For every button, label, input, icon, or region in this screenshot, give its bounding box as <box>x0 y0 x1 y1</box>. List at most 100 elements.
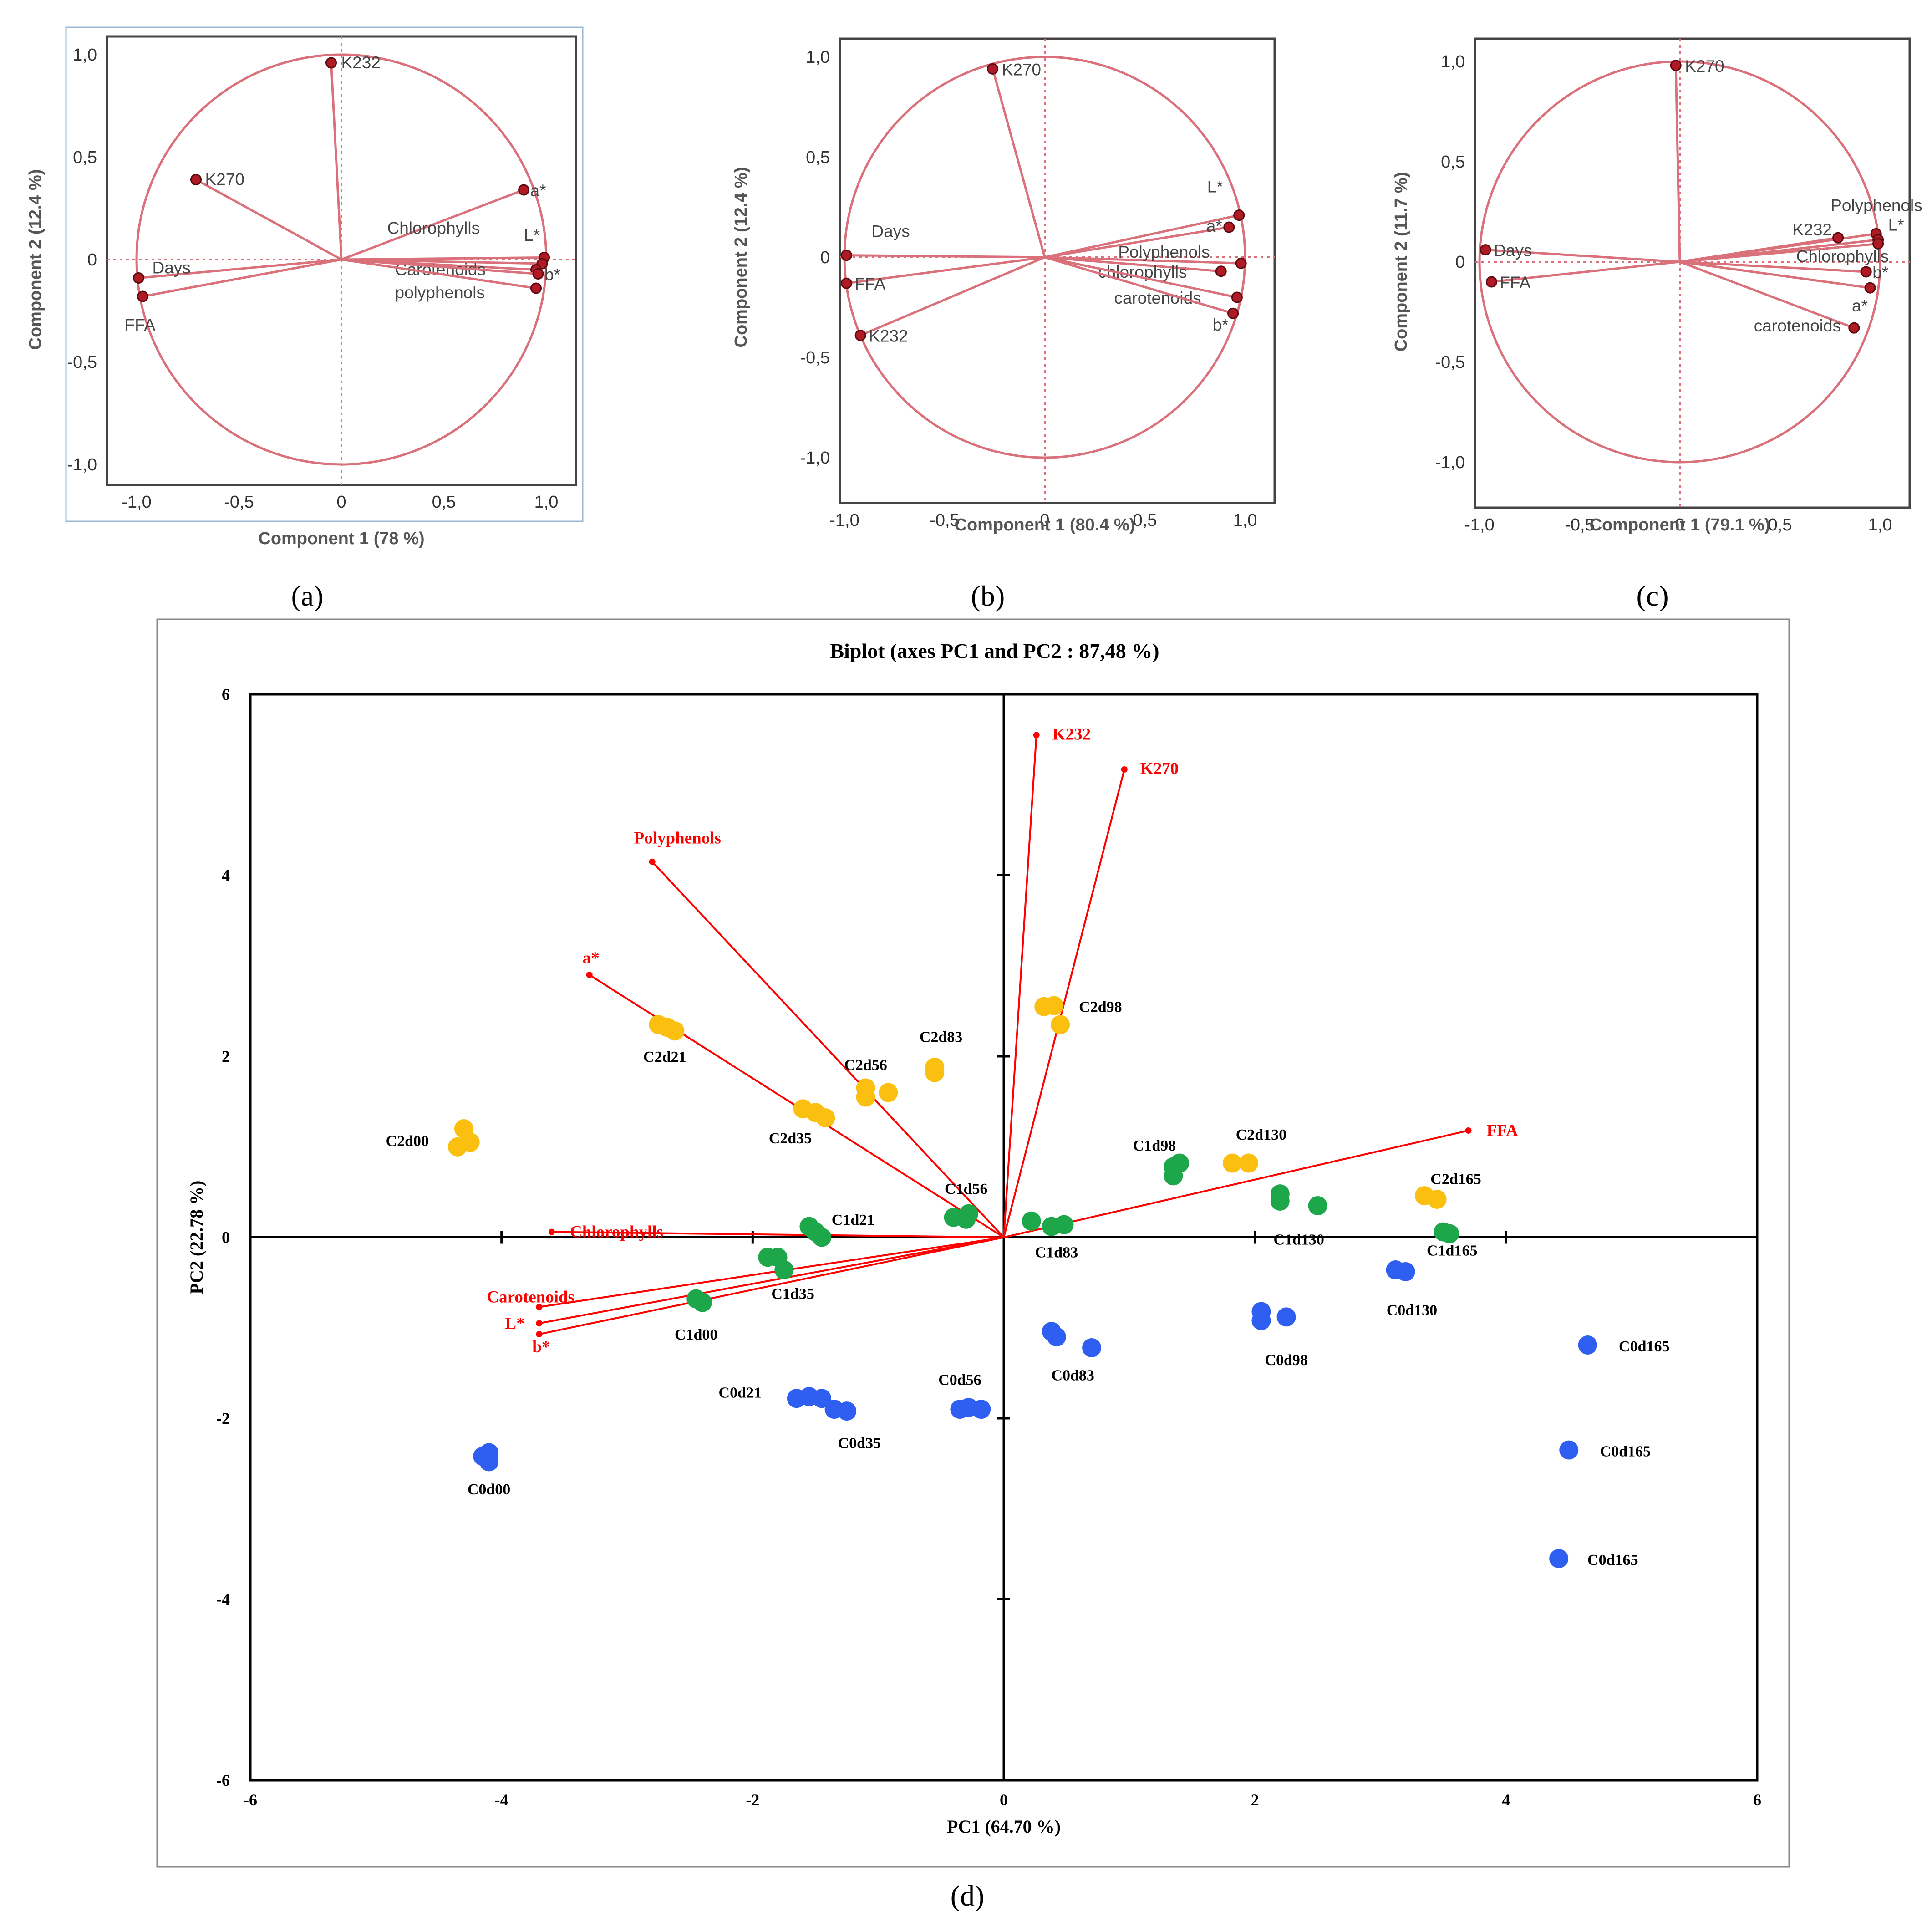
loading-line-carotenoids <box>1044 256 1237 299</box>
panel-d: Biplot (axes PC1 and PC2 : 87,48 %) -6 -4 -… <box>156 618 1790 1868</box>
variable-label-polyphenols: Polyphenols <box>1830 196 1922 214</box>
x-tick-label: -1,0 <box>122 493 151 512</box>
loading-point-days <box>1480 244 1491 256</box>
variable-label-days: Days <box>871 222 910 241</box>
observation-label: C2d83 <box>920 1029 962 1045</box>
observation-point-c2 <box>1051 1015 1070 1034</box>
observation-label: C0d35 <box>838 1435 881 1452</box>
observation-point-c2 <box>448 1137 468 1157</box>
variable-label-k232: K232 <box>341 53 381 72</box>
loading-point-polyphenols <box>530 282 542 294</box>
x-tick-label: -4 <box>495 1791 508 1809</box>
observation-point-c2 <box>665 1021 685 1041</box>
variable-label-a: a* <box>1852 296 1868 315</box>
panel-a: -1,0 -0,5 0 0,5 1,0 1,0 0,5 0 -0,5 -1,0 Component … <box>26 26 584 548</box>
vector-label-l: L* <box>505 1314 524 1333</box>
loading-line-ffa <box>142 258 342 298</box>
y-tick-label: 0 <box>1455 253 1465 272</box>
variable-label-chlorophylls: Chlorophylls <box>1796 247 1889 265</box>
y-axis-label: PC2 (22.78 %) <box>186 1181 207 1294</box>
vector-b <box>539 1236 1004 1335</box>
x-tick-label: 1,0 <box>1868 515 1892 535</box>
y-tick-label: 6 <box>222 685 230 703</box>
vector-tip-ffa <box>1465 1127 1472 1134</box>
observation-point-c0 <box>1047 1327 1066 1347</box>
loading-line-k232 <box>860 256 1045 336</box>
observation-point-c1 <box>1022 1211 1041 1231</box>
y-tick-label: 0 <box>820 248 830 267</box>
x-tick-label: 0,5 <box>1133 511 1157 530</box>
loading-point-a <box>1864 282 1876 294</box>
x-axis-label: Component 1 (78 %) <box>258 529 424 548</box>
vector-k232 <box>1003 735 1037 1238</box>
observation-point-c1 <box>1164 1166 1183 1186</box>
x-tick-label: 1,0 <box>1233 511 1257 530</box>
variable-label-carotenoids: carotenoids <box>1754 316 1841 335</box>
selection-frame <box>65 26 584 522</box>
y-tick-label: 1,0 <box>806 48 830 67</box>
variable-label-a: a* <box>530 181 546 200</box>
loading-point-k232 <box>854 330 866 341</box>
x-tick-label: 0 <box>1675 515 1684 535</box>
observation-label: C1d83 <box>1035 1244 1078 1261</box>
observation-label: C2d165 <box>1430 1171 1481 1187</box>
observation-point-c0 <box>1559 1440 1579 1460</box>
vector-label-chlorophylls: Chlorophylls <box>570 1223 663 1242</box>
y-tick-label: 0 <box>222 1228 230 1247</box>
x-tick-label: -1,0 <box>829 511 859 530</box>
panel-letter-a: (a) <box>291 580 323 612</box>
observation-point-c2 <box>856 1087 875 1107</box>
variable-label-k270: K270 <box>205 170 244 189</box>
loading-point-polyphenols <box>1235 257 1247 269</box>
variable-label-polyphenols: polyphenols <box>395 283 485 302</box>
x-tick-label: -2 <box>746 1791 759 1809</box>
vector-k270 <box>1003 769 1125 1238</box>
panel-b: -1,0 -0,5 0 0,5 1,0 1,0 0,5 0 -0,5 -1,0 Component … <box>732 37 1276 535</box>
observation-label: C2d00 <box>386 1133 429 1150</box>
vector-chlorophylls <box>551 1231 1004 1238</box>
loading-point-b <box>1227 307 1239 319</box>
observation-point-c2 <box>1427 1190 1447 1209</box>
observation-point-c2 <box>925 1063 945 1082</box>
observation-point-c0 <box>1276 1307 1296 1327</box>
variable-label-l: L* <box>1207 178 1223 196</box>
vector-tip-l <box>536 1320 543 1327</box>
vector-polyphenols <box>651 861 1005 1238</box>
variable-label-chlorophylls: Chlorophylls <box>387 219 480 238</box>
y-tick-label: 0,5 <box>806 148 830 167</box>
plot-frame <box>1474 37 1911 509</box>
loading-point-carotenoids <box>1848 322 1860 334</box>
loading-point-b <box>532 268 544 280</box>
x-tick-label: -6 <box>244 1791 257 1809</box>
vector-tip-chlorophylls <box>549 1228 555 1235</box>
observation-label: C2d35 <box>769 1130 812 1147</box>
loading-line-l <box>1044 214 1240 259</box>
observation-label: C1d00 <box>675 1326 717 1343</box>
vector-label-a: a* <box>583 949 600 968</box>
vector-label-carotenoids: Carotenoids <box>487 1288 575 1307</box>
loading-line-k232 <box>1679 236 1838 263</box>
panel-letter-c: (c) <box>1636 580 1668 612</box>
variable-label-l: L* <box>524 226 540 245</box>
loading-line-ffa <box>1491 260 1680 283</box>
observation-label: C0d98 <box>1265 1352 1307 1369</box>
x-tick-label: -0,5 <box>224 493 254 512</box>
loading-line-ffa <box>846 256 1045 285</box>
observation-label: C0d56 <box>938 1372 981 1389</box>
observation-label: C1d98 <box>1133 1137 1176 1154</box>
observation-label: C0d165 <box>1600 1443 1651 1460</box>
x-tick-label: 4 <box>1502 1791 1510 1809</box>
observation-label: C1d165 <box>1427 1242 1477 1259</box>
loading-line-k270 <box>195 178 342 261</box>
observation-point-c0 <box>1549 1549 1569 1569</box>
vector-tip-polyphenols <box>649 858 656 865</box>
observation-label: C2d21 <box>643 1049 686 1065</box>
vector-label-polyphenols: Polyphenols <box>634 829 721 848</box>
vector-label-b: b* <box>532 1338 550 1356</box>
observation-label: C1d21 <box>832 1212 874 1228</box>
observation-label: C2d56 <box>844 1057 887 1074</box>
variable-label-ffa: FFA <box>125 316 156 334</box>
y-axis-label: Component 2 (12.4 %) <box>26 169 45 350</box>
observation-point-c0 <box>971 1400 991 1419</box>
panel-c: -1,0 -0,5 0 0,5 1,0 1,0 0,5 0 -0,5 -1,0 Component … <box>1392 37 1922 535</box>
